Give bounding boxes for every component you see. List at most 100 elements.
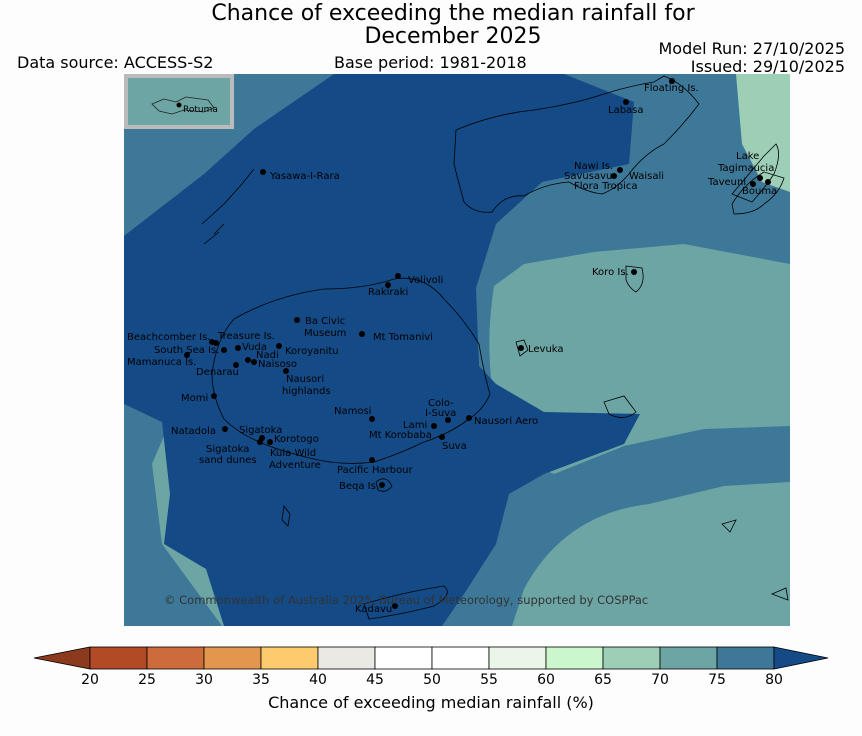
yasawa-chain <box>201 168 255 245</box>
east-islet-2 <box>770 587 789 601</box>
place-label: Mt Tomanivi <box>373 332 433 343</box>
place-label: South Sea Is. <box>154 345 219 356</box>
colorbar-label: Chance of exceeding median rainfall (%) <box>268 693 594 712</box>
place-label: Nadi <box>256 350 279 361</box>
place-label: Tagimaucia <box>717 163 774 174</box>
zone-80 <box>124 74 640 626</box>
place-label: Labasa <box>608 105 644 116</box>
place-label: Savusavu <box>564 171 612 182</box>
colorbar-tick-label: 40 <box>309 672 327 688</box>
place-label: Korotogo <box>274 434 319 445</box>
place-label: Momi <box>181 393 208 404</box>
place-markers <box>184 78 771 609</box>
place-marker <box>359 331 365 337</box>
place-marker <box>617 167 623 173</box>
place-label: Adventure <box>269 460 321 471</box>
place-marker <box>379 482 385 488</box>
place-marker <box>611 173 617 179</box>
place-label: Nausori <box>286 374 324 385</box>
place-marker <box>233 362 239 368</box>
place-label: Natadola <box>171 426 216 437</box>
title-line-2: December 2025 <box>364 24 542 49</box>
place-marker <box>283 368 289 374</box>
place-label: Kadavu <box>355 604 392 615</box>
place-label: Beqa Is. <box>339 481 379 492</box>
colorbar-cell <box>716 646 775 670</box>
place-marker <box>260 169 266 175</box>
place-label: Ba Civic <box>305 316 345 327</box>
colorbar-over-arrow <box>773 646 829 670</box>
place-marker <box>245 357 251 363</box>
place-label: Nausori Aero <box>474 416 538 427</box>
colorbar-tick-label: 45 <box>366 672 384 688</box>
place-label: Namosi <box>334 406 371 417</box>
place-label: Colo- <box>428 398 454 409</box>
gau-coast <box>603 395 637 418</box>
place-label: Floating Is. <box>644 83 699 94</box>
colorbar-tick-label: 30 <box>195 672 213 688</box>
place-label: Naisoso <box>258 359 297 370</box>
copyright-notice: © Commonwealth of Australia 2025, Bureau… <box>164 593 648 607</box>
place-label: Flora Tropica <box>574 181 637 192</box>
ovalau-coast <box>515 339 529 357</box>
colorbar-tick-label: 75 <box>708 672 726 688</box>
viti-levu-coast <box>211 277 491 464</box>
place-label: Denarau <box>196 367 239 378</box>
place-label: Nawi Is. <box>574 161 613 172</box>
colorbar-cell <box>488 646 547 670</box>
zone-70-south <box>512 482 790 626</box>
place-label: Koro Is. <box>592 267 629 278</box>
place-marker <box>251 359 257 365</box>
place-labels: Floating Is. Labasa Nawi Is. Savusavu Wa… <box>127 83 777 615</box>
place-label: Kula Wild <box>270 448 316 459</box>
colorbar <box>33 646 829 670</box>
rotuma-inset: Rotuma <box>124 74 234 129</box>
place-label: Sigatoka <box>239 425 282 436</box>
place-label: Suva <box>442 441 467 452</box>
place-label: Pacific Harbour <box>337 465 414 476</box>
koro-coast <box>625 265 644 293</box>
model-run: Model Run: 27/10/2025 <box>658 39 846 58</box>
place-label: sand dunes <box>199 455 257 466</box>
run-info: Model Run: 27/10/2025 Issued: 29/10/2025 <box>659 40 846 76</box>
place-marker <box>267 439 273 445</box>
place-label: Lake <box>736 151 759 162</box>
base-period: Base period: 1981-2018 <box>334 53 527 72</box>
place-label: Beachcomber Is. <box>127 332 210 343</box>
place-marker <box>669 78 675 84</box>
place-marker <box>750 181 756 187</box>
place-marker <box>466 415 472 421</box>
place-marker <box>211 393 217 399</box>
vanua-levu-coast <box>453 75 700 213</box>
place-label: Lami <box>403 420 427 431</box>
colorbar-tick-label: 35 <box>252 672 270 688</box>
colorbar-tick-label: 55 <box>480 672 498 688</box>
map-canvas: Rotuma Floating Is. Labasa Nawi Is. Savu… <box>124 74 790 626</box>
colorbar-ticks: 20 25 30 35 40 45 50 55 60 65 70 75 80 <box>0 672 862 690</box>
place-marker <box>395 273 401 279</box>
colorbar-tick-label: 60 <box>537 672 555 688</box>
colorbar-tick-label: 65 <box>594 672 612 688</box>
rainfall-map: Rotuma Floating Is. Labasa Nawi Is. Savu… <box>124 74 790 626</box>
taveuni-south-coast <box>731 171 785 215</box>
colorbar-cell <box>659 646 718 670</box>
chart-title: Chance of exceeding the median rainfall … <box>0 2 862 48</box>
place-label: Taveuni <box>707 177 746 188</box>
colorbar-tick-label: 50 <box>423 672 441 688</box>
place-marker <box>235 345 241 351</box>
place-marker <box>431 423 437 429</box>
rotuma-label: Rotuma <box>183 105 218 115</box>
place-marker <box>184 352 190 358</box>
colorbar-cell <box>545 646 604 670</box>
zone-65 <box>736 74 790 192</box>
colorbar-under-arrow <box>33 646 91 670</box>
west-islet <box>281 504 291 527</box>
place-marker <box>369 416 375 422</box>
place-marker <box>765 179 771 185</box>
place-label: Rakiraki <box>368 287 408 298</box>
title-line-1: Chance of exceeding the median rainfall … <box>211 1 695 26</box>
colorbar-cell <box>260 646 319 670</box>
kadavu-coast <box>363 585 448 620</box>
place-marker <box>221 347 227 353</box>
colorbar-cell <box>146 646 205 670</box>
